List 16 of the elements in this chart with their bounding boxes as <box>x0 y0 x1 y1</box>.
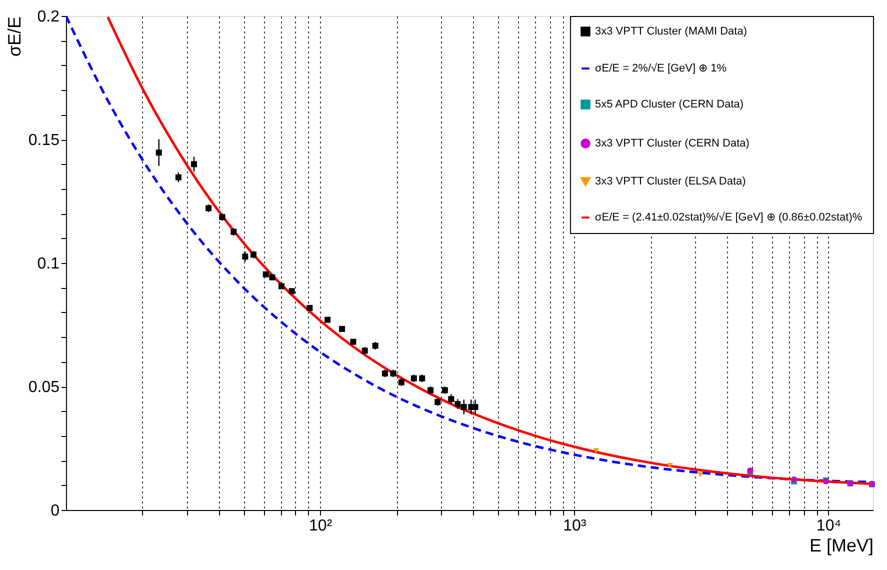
legend-label: σE/E = (2.41±0.02stat)%/√E [GeV] ⊕ (0.86±0.02stat)% <box>595 212 862 224</box>
legend-label: 3x3 VPTT Cluster (CERN Data) <box>595 138 750 150</box>
x-tick-label: 10² <box>309 518 333 534</box>
x-tick-label: 10⁴ <box>816 518 842 534</box>
legend-label: 3x3 VPTT Cluster (MAMI Data) <box>595 26 747 38</box>
legend-label: 5x5 APD Cluster (CERN Data) <box>595 98 744 110</box>
x-axis-title: E [MeV] <box>809 536 874 556</box>
y-tick-label: 0.2 <box>37 8 60 26</box>
legend-label: 3x3 VPTT Cluster (ELSA Data) <box>595 176 746 188</box>
x-tick-label: 10³ <box>563 518 587 534</box>
y-axis-title: σE/E <box>4 16 24 57</box>
y-tick-label: 0.1 <box>37 256 60 272</box>
y-tick-label: 0.15 <box>28 132 60 149</box>
legend-label: σE/E = 2%/√E [GeV] ⊕ 1% <box>595 62 727 74</box>
y-tick-label: 0 <box>50 502 60 520</box>
y-tick-label: 0.05 <box>28 379 60 396</box>
